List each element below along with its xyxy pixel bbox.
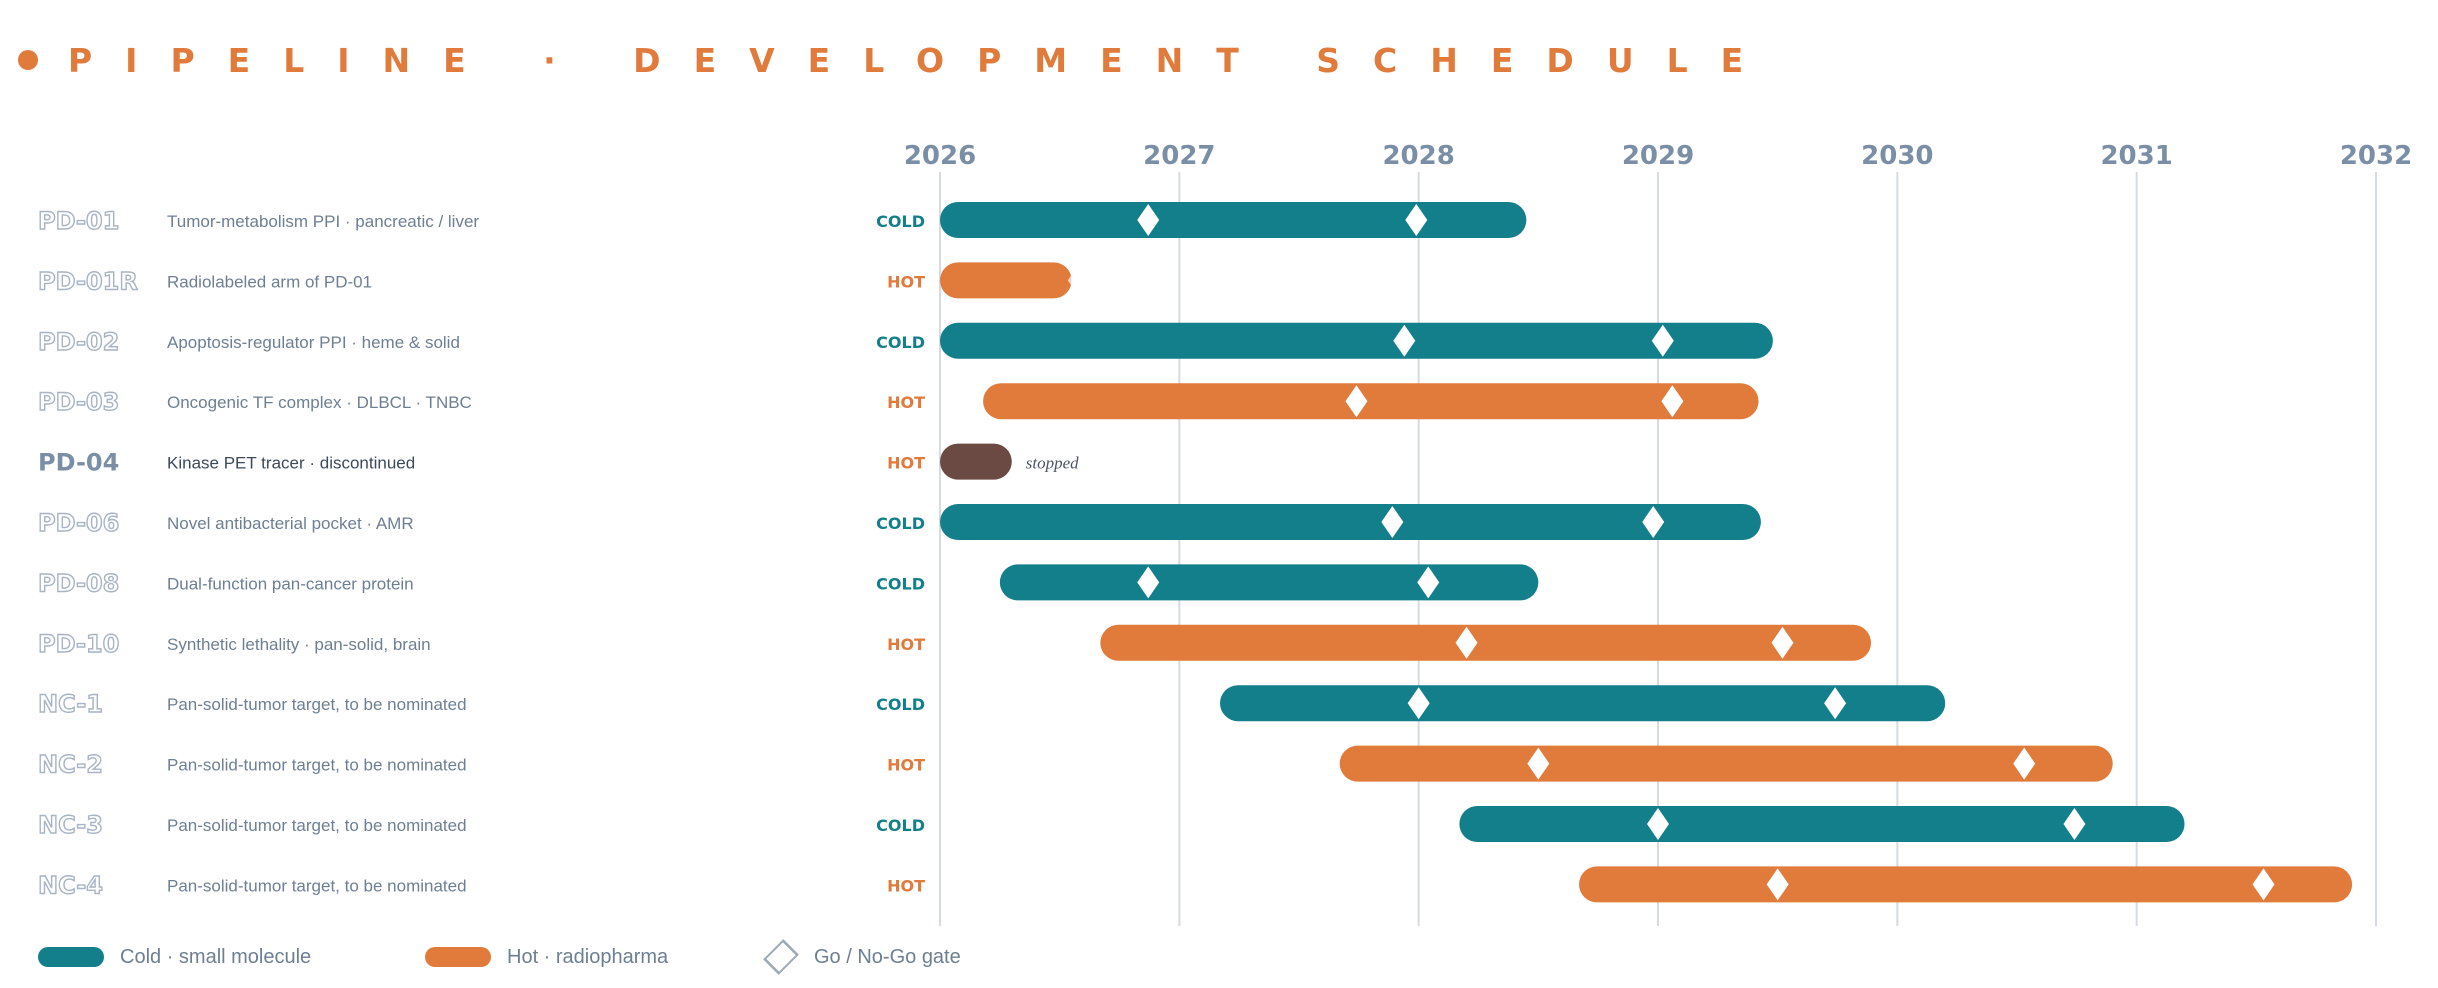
row-id-label: NC-3 — [38, 811, 103, 839]
row-description: Dual-function pan-cancer protein — [167, 574, 414, 593]
year-tick-label: 2026 — [904, 141, 976, 171]
go-no-go-gate-diamond — [1527, 747, 1550, 780]
go-no-go-gate-diamond — [2013, 747, 2036, 780]
row-id-label: PD-01R — [38, 267, 138, 295]
modality-tag-hot: HOT — [887, 756, 925, 775]
timeline-bar-cold — [1220, 685, 1946, 722]
row-id-label: NC-1 — [38, 690, 103, 718]
row-description: Novel antibacterial pocket · AMR — [167, 514, 414, 533]
row-description: Pan-solid-tumor target, to be nominated — [167, 695, 467, 714]
go-no-go-gate-diamond — [1651, 324, 1674, 357]
modality-tag-hot: HOT — [887, 635, 925, 654]
go-no-go-gate-diamond — [2252, 868, 2275, 901]
title-bullet-icon — [18, 50, 38, 70]
timeline-bar-cold — [940, 202, 1527, 238]
timeline-bar-hot — [1579, 866, 2353, 903]
title-row: PIPELINE · DEVELOPMENT SCHEDULE — [18, 36, 1776, 84]
row-id-label: NC-4 — [38, 871, 103, 899]
timeline-bar-stopped — [940, 443, 1012, 480]
go-no-go-gate-diamond — [1381, 506, 1404, 538]
year-tick-label: 2028 — [1382, 141, 1454, 171]
go-no-go-gate-diamond — [1393, 324, 1416, 357]
timeline-bar-hot — [1100, 624, 1872, 661]
modality-tag-hot: HOT — [887, 393, 925, 412]
year-tick-label: 2029 — [1622, 141, 1694, 171]
row-id-label: PD-04 — [38, 449, 119, 477]
row-id-label: PD-10 — [38, 630, 119, 658]
go-no-go-gate-diamond — [1407, 687, 1430, 720]
go-no-go-gate-diamond — [1067, 264, 1090, 297]
row-id-label: PD-01 — [38, 207, 119, 235]
go-no-go-gate-diamond — [1642, 506, 1665, 538]
timeline-bar-hot — [940, 262, 1072, 299]
row-description: Pan-solid-tumor target, to be nominated — [167, 876, 467, 895]
go-no-go-gate-diamond — [1766, 868, 1789, 901]
row-description: Radiolabeled arm of PD-01 — [167, 272, 372, 291]
year-tick-label: 2027 — [1143, 141, 1215, 171]
timeline-bar-hot — [1339, 745, 2113, 782]
row-description: Apoptosis-regulator PPI · heme & solid — [167, 333, 460, 352]
row-description: Oncogenic TF complex · DLBCL · TNBC — [167, 393, 472, 412]
go-no-go-gate-diamond — [1137, 204, 1160, 236]
modality-tag-cold: COLD — [876, 514, 925, 533]
row-description: Synthetic lethality · pan-solid, brain — [167, 635, 431, 654]
modality-tag-cold: COLD — [876, 333, 925, 352]
row-description: Tumor-metabolism PPI · pancreatic / live… — [167, 212, 479, 231]
row-id-label: PD-02 — [38, 328, 119, 356]
modality-tag-cold: COLD — [876, 695, 925, 714]
row-id-label: PD-06 — [38, 509, 119, 537]
row-description: Pan-solid-tumor target, to be nominated — [167, 816, 467, 835]
go-no-go-gate-diamond — [1661, 385, 1684, 418]
row-description: Pan-solid-tumor target, to be nominated — [167, 756, 467, 775]
modality-tag-cold: COLD — [876, 816, 925, 835]
modality-tag-hot: HOT — [887, 272, 925, 291]
timeline-bar-cold — [940, 322, 1773, 359]
go-no-go-gate-diamond — [1824, 687, 1847, 720]
timeline-bar-cold — [1459, 806, 2185, 842]
go-no-go-gate-diamond — [1647, 808, 1669, 840]
row-status-note: stopped — [1026, 454, 1079, 473]
go-no-go-gate-diamond — [1137, 566, 1160, 599]
year-tick-label: 2031 — [2100, 141, 2172, 171]
row-id-label: PD-08 — [38, 569, 119, 597]
modality-tag-hot: HOT — [887, 454, 925, 473]
row-id-label: PD-03 — [38, 388, 119, 416]
go-no-go-gate-diamond — [1405, 204, 1428, 236]
row-description: Kinase PET tracer · discontinued — [167, 454, 415, 473]
go-no-go-gate-diamond — [1417, 566, 1440, 599]
modality-tag-cold: COLD — [876, 574, 925, 593]
go-no-go-gate-diamond — [1345, 385, 1368, 418]
timeline-bar-hot — [983, 383, 1759, 420]
year-tick-label: 2030 — [1861, 141, 1933, 171]
modality-tag-cold: COLD — [876, 212, 925, 231]
modality-tag-hot: HOT — [887, 876, 925, 895]
go-no-go-gate-diamond — [2063, 808, 2086, 840]
timeline-bar-cold — [940, 504, 1761, 540]
row-id-label: NC-2 — [38, 751, 103, 779]
go-no-go-gate-diamond — [1455, 626, 1478, 659]
go-no-go-gate-diamond — [1771, 626, 1794, 659]
page-title: PIPELINE · DEVELOPMENT SCHEDULE — [68, 40, 1777, 80]
timeline-bar-cold — [999, 564, 1539, 601]
year-tick-label: 2032 — [2340, 141, 2412, 171]
